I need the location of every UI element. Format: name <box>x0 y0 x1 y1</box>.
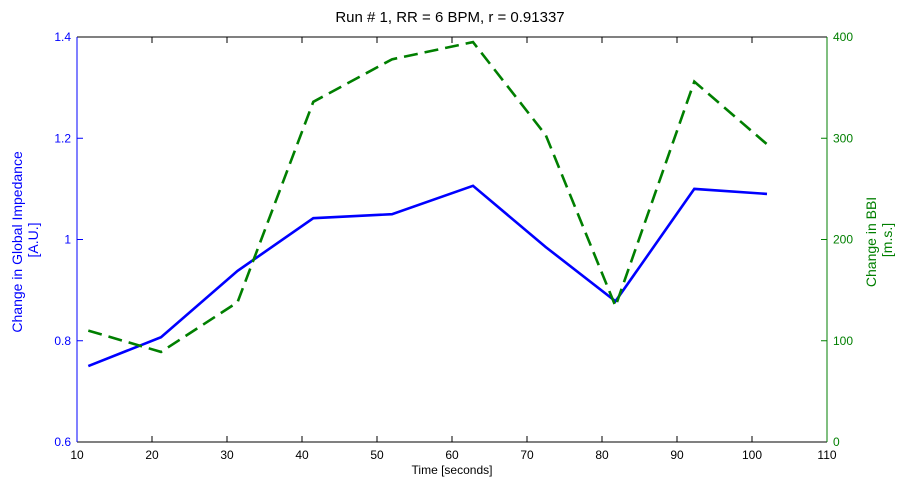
y-left-tick-label: 1.2 <box>54 131 71 145</box>
plot-area <box>77 37 827 442</box>
svg-text:Change in Global Impedance: Change in Global Impedance [A.U.] <box>9 147 41 332</box>
y-axis-left: 0.6 0.8 1 1.2 1.4 <box>54 30 83 449</box>
y-left-tick-label: 1 <box>64 233 71 247</box>
x-axis: 10 20 30 40 50 60 70 80 90 100 110 <box>70 37 837 462</box>
series-line-impedance <box>87 184 768 368</box>
x-tick-label: 90 <box>670 448 684 462</box>
x-tick-label: 10 <box>70 448 84 462</box>
y-axis-right: 0 100 200 300 400 <box>821 30 853 449</box>
y-right-tick-label: 400 <box>833 30 853 44</box>
y-right-tick-label: 200 <box>833 233 853 247</box>
y-axis-right-label: Change in BBI [m.s.] <box>863 193 895 287</box>
x-tick-label: 60 <box>445 448 459 462</box>
x-tick-label: 110 <box>817 448 836 462</box>
y-axis-left-label-line1: Change in Global Impedance <box>9 151 25 333</box>
y-left-tick-label: 0.6 <box>54 435 71 449</box>
x-tick-label: 30 <box>220 448 234 462</box>
y-axis-left-label: Change in Global Impedance [A.U.] <box>9 147 41 333</box>
y-axis-right-label-line2: [m.s.] <box>879 223 895 257</box>
y-right-tick-label: 0 <box>833 435 840 449</box>
chart-title: Run # 1, RR = 6 BPM, r = 0.91337 <box>335 9 564 26</box>
series-line-bbi <box>87 40 768 354</box>
y-axis-right-label-line1: Change in BBI <box>863 197 879 287</box>
svg-text:Change in BBI [m.s.]: Change in BBI [m.s.] <box>863 193 895 287</box>
x-axis-label: Time [seconds] <box>412 463 493 477</box>
x-tick-label: 20 <box>145 448 159 462</box>
x-tick-label: 70 <box>520 448 534 462</box>
y-left-tick-label: 0.8 <box>54 334 71 348</box>
x-tick-label: 50 <box>370 448 384 462</box>
y-right-tick-label: 100 <box>833 334 853 348</box>
y-right-tick-label: 300 <box>833 131 853 145</box>
y-axis-left-label-line2: [A.U.] <box>25 222 41 257</box>
y-left-tick-label: 1.4 <box>54 30 71 44</box>
x-tick-label: 100 <box>742 448 762 462</box>
series-layer <box>87 40 768 368</box>
x-tick-label: 80 <box>595 448 609 462</box>
x-tick-label: 40 <box>295 448 309 462</box>
